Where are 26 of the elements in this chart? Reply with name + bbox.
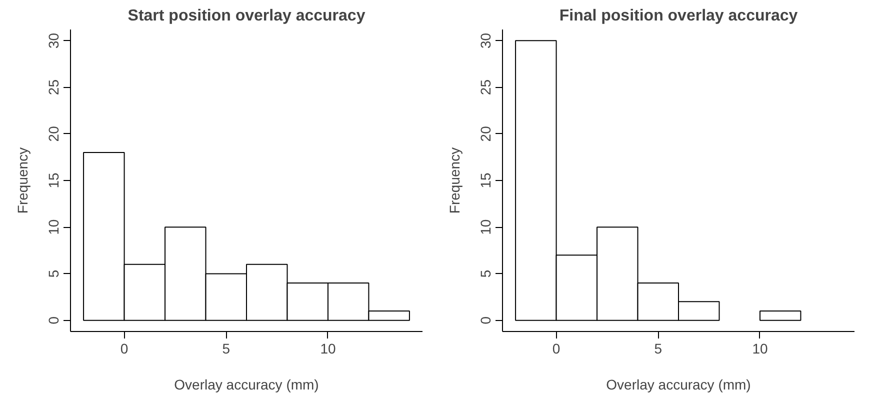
y-tick-label: 20 — [46, 126, 62, 142]
y-tick-label: 25 — [478, 79, 494, 96]
y-tick-label: 5 — [478, 270, 494, 278]
x-tick-label: 5 — [222, 340, 230, 356]
y-tick-label: 10 — [478, 219, 494, 235]
y-tick-label: 20 — [478, 126, 494, 142]
x-tick-label: 0 — [552, 340, 560, 356]
y-tick-label: 30 — [478, 32, 494, 48]
y-tick-label: 0 — [46, 316, 62, 324]
y-tick-label: 30 — [46, 32, 62, 48]
y-tick-label: 15 — [46, 172, 62, 188]
y-tick-label: 10 — [46, 219, 62, 235]
x-tick-label: 10 — [752, 340, 768, 356]
y-axis-title: Frequency — [446, 147, 462, 214]
y-tick-label: 5 — [46, 270, 62, 278]
y-tick-label: 25 — [46, 79, 62, 96]
x-axis-title: Overlay accuracy (mm) — [606, 376, 751, 392]
y-tick-label: 0 — [478, 316, 494, 324]
x-axis-title: Overlay accuracy (mm) — [174, 376, 319, 392]
y-tick-label: 15 — [478, 172, 494, 188]
x-tick-label: 5 — [654, 340, 662, 356]
chart-title: Start position overlay accuracy — [128, 8, 366, 24]
x-tick-label: 0 — [120, 340, 128, 356]
chart-title: Final position overlay accuracy — [559, 8, 798, 24]
y-axis-title: Frequency — [14, 147, 30, 214]
x-tick-label: 10 — [320, 340, 336, 356]
